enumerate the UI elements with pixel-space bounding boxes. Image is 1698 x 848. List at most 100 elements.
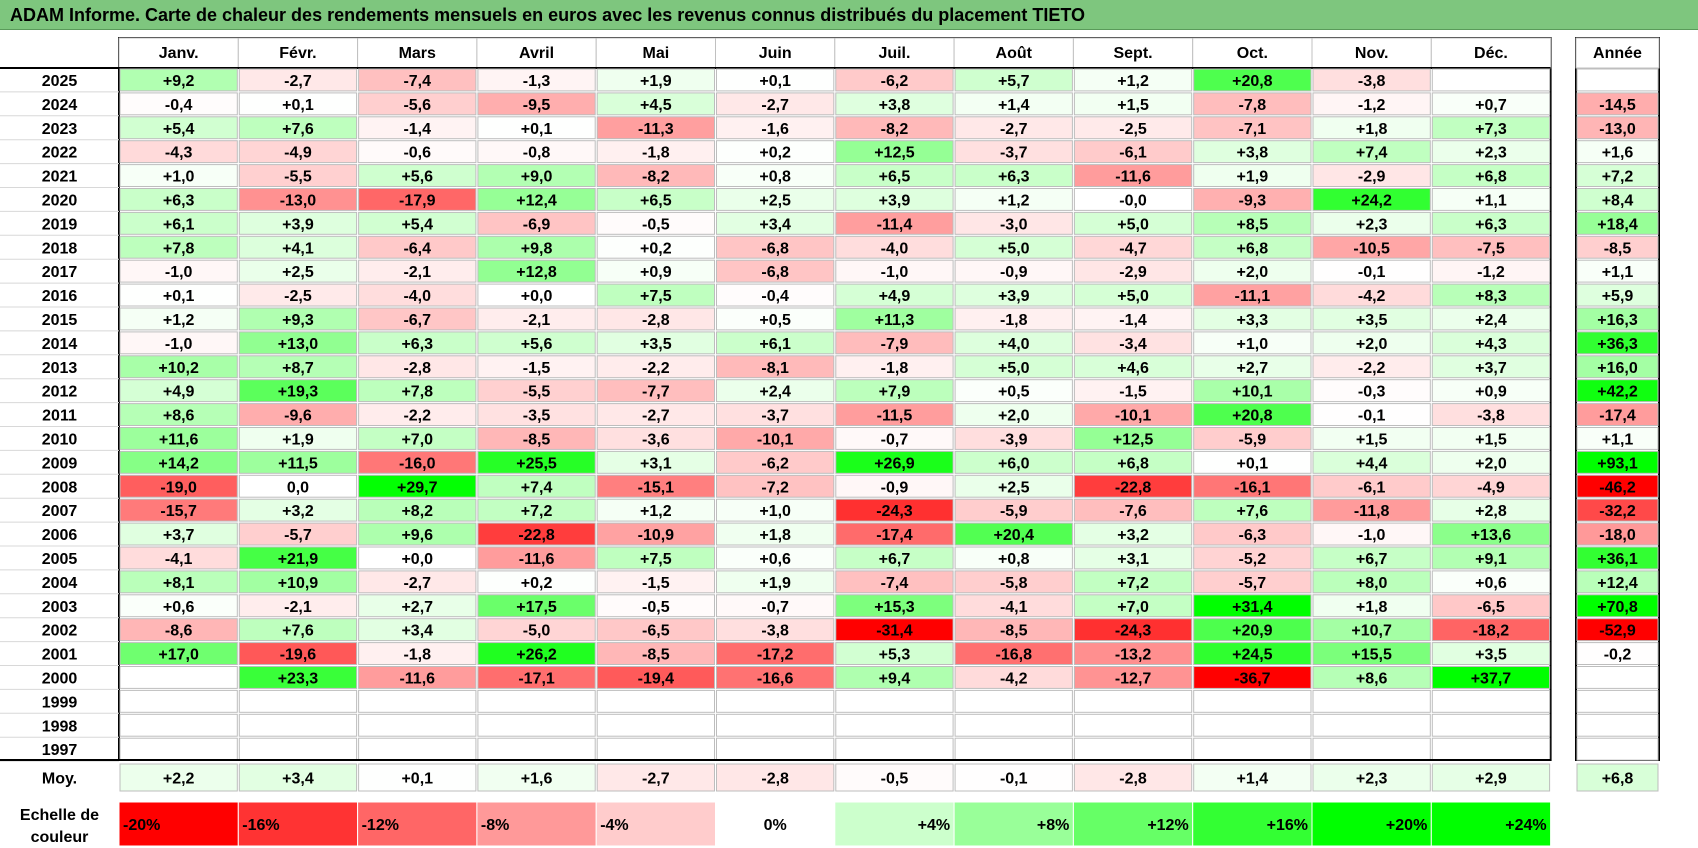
year-label: 2003 (42, 599, 78, 616)
cell-value: -11,6 (399, 670, 435, 687)
month-header: Nov. (1355, 45, 1388, 62)
heatmap-cell (119, 379, 238, 403)
heatmap-cell (1193, 188, 1312, 211)
cell-value: +10,7 (1351, 623, 1392, 640)
cell-value: +10,1 (1232, 384, 1273, 401)
cell-value: -0,0 (1119, 192, 1147, 209)
cell-value: -31,4 (876, 623, 913, 640)
month-header-cell (357, 37, 478, 69)
heatmap-cell (119, 331, 238, 355)
cell-value: -3,5 (523, 408, 551, 425)
cell-value: -8,5 (523, 431, 551, 448)
cell-value: +2,0 (1356, 336, 1388, 353)
cell-value: +24,2 (1351, 192, 1392, 209)
cell-value: +0,8 (998, 551, 1030, 568)
cell-value: -0,4 (761, 288, 789, 305)
average-cell (954, 763, 1073, 792)
cell-value: -3,8 (1358, 73, 1386, 90)
heatmap-cell (1193, 450, 1312, 474)
cell-value: +15,3 (874, 599, 915, 616)
annual-cell (1576, 546, 1659, 570)
scale-label: -12% (362, 817, 399, 834)
cell-value: -19,0 (160, 479, 197, 496)
heatmap-cell (1312, 283, 1431, 307)
average-annual-value: +6,8 (1602, 771, 1634, 788)
cell-value: +3,1 (640, 455, 672, 472)
cell-value: +9,3 (282, 312, 314, 329)
heatmap-cell (358, 355, 477, 379)
cell-value: -2,7 (761, 97, 789, 114)
cell-value: +1,5 (1475, 431, 1507, 448)
cell-value: -1,5 (1119, 384, 1147, 401)
heatmap-cell (1431, 307, 1551, 331)
heatmap-cell (1431, 594, 1551, 618)
cell-value: +1,4 (998, 97, 1030, 114)
heatmap-cell (596, 689, 716, 713)
heatmap-cell (1431, 355, 1551, 379)
cell-value: -1,5 (523, 360, 551, 377)
heatmap-cell (358, 450, 477, 474)
heatmap-cell (477, 689, 596, 713)
chart-title: ADAM Informe. Carte de chaleur des rende… (10, 5, 1085, 25)
month-header: Sept. (1113, 45, 1152, 62)
scale-swatch (237, 801, 359, 847)
heatmap-cell (716, 307, 835, 331)
heatmap-cell (1312, 307, 1431, 331)
heatmap-cell (954, 570, 1073, 594)
heatmap-cell (1431, 474, 1551, 498)
average-value: -0,5 (881, 771, 909, 788)
month-header: Août (996, 45, 1033, 62)
annual-cell (1576, 188, 1659, 211)
cell-value: -0,4 (165, 97, 193, 114)
heatmap-cell (1431, 68, 1551, 92)
cell-value: +8,5 (1237, 216, 1269, 233)
heatmap-cell (1073, 283, 1193, 307)
cell-value: -1,0 (881, 264, 909, 281)
cell-value: -19,4 (638, 670, 675, 687)
cell-value: +12,5 (1113, 431, 1154, 448)
heatmap-cell (1312, 355, 1431, 379)
cell-value: +6,8 (1475, 169, 1507, 186)
heatmap-cell (358, 259, 477, 283)
heatmap-cell (835, 474, 954, 498)
cell-value: +1,1 (1475, 192, 1507, 209)
annual-cell (1576, 474, 1659, 498)
year-label: 2018 (42, 240, 78, 257)
cell-value: -1,4 (403, 121, 431, 138)
heatmap-cell (238, 355, 358, 379)
annual-value: +16,0 (1597, 360, 1638, 377)
scale-swatch (715, 801, 836, 847)
heatmap-cell (1312, 666, 1431, 689)
heatmap-cell (119, 403, 238, 427)
heatmap-cell (716, 713, 835, 737)
cell-value: +7,6 (1237, 503, 1269, 520)
cell-value: +0,6 (163, 599, 195, 616)
month-header: Juil. (878, 45, 910, 62)
cell-value: -0,7 (761, 599, 789, 616)
heatmap-cell (358, 522, 477, 546)
heatmap-cell (1312, 92, 1431, 116)
average-cell (1312, 763, 1431, 792)
heatmap-cell (954, 450, 1073, 474)
cell-value: +8,7 (282, 360, 314, 377)
heatmap-cell (358, 546, 477, 570)
heatmap-cell (596, 403, 716, 427)
heatmap-cell (716, 68, 835, 92)
heatmap-cell (477, 642, 596, 665)
cell-value: -7,8 (1239, 97, 1267, 114)
cell-value: -8,5 (1000, 623, 1028, 640)
cell-value: +1,2 (163, 312, 195, 329)
cell-value: -7,4 (881, 575, 909, 592)
annual-value: -8,5 (1604, 240, 1632, 257)
cell-value: -7,4 (403, 73, 431, 90)
heatmap-cell (1073, 689, 1193, 713)
heatmap-cell (596, 140, 716, 164)
title-bar: ADAM Informe. Carte de chaleur des rende… (0, 0, 1698, 30)
cell-value: -5,7 (1239, 575, 1267, 592)
cell-value: -8,2 (642, 169, 670, 186)
cell-value: +3,8 (1237, 145, 1269, 162)
cell-value: +17,0 (158, 647, 199, 664)
heatmap-cell (1431, 666, 1551, 689)
cell-value: -2,7 (403, 575, 431, 592)
